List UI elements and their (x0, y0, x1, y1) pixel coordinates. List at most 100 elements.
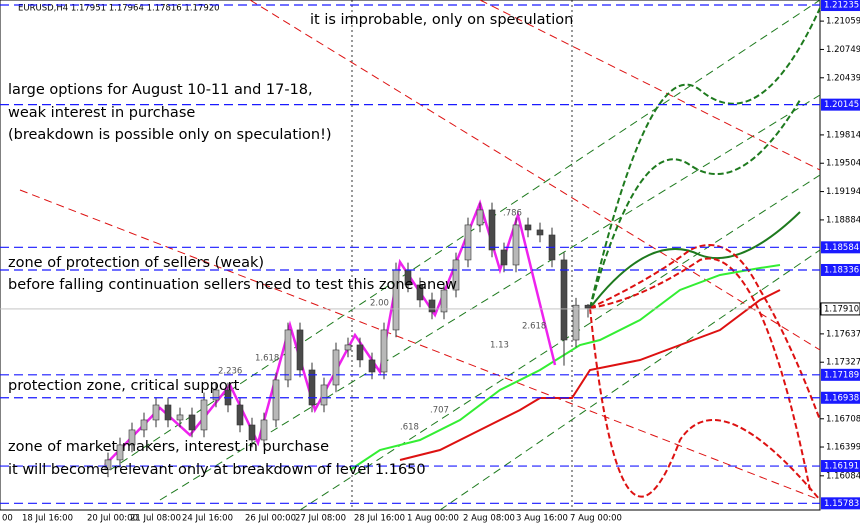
candle-body (344, 344, 352, 351)
candle-body (428, 299, 436, 313)
projection (589, 99, 801, 309)
candle-body (380, 329, 388, 373)
candle-body (356, 344, 364, 361)
fib-label: 2.236 (218, 367, 242, 377)
fib-label: .707 (430, 406, 449, 416)
annotation: zone of protection of sellers (weak) (8, 255, 264, 271)
annotation: it will become relevant only at breakdow… (8, 462, 426, 478)
fib-label: 1.618 (255, 354, 279, 364)
y-tick-label: 1.16399 (826, 443, 860, 453)
x-tick-label: 28 Jul 16:00 (354, 514, 405, 524)
projection (589, 7, 821, 309)
y-tick-label: 1.17637 (826, 329, 860, 339)
level-label: 1.16938 (824, 393, 859, 403)
candle-body (584, 304, 592, 309)
x-tick-label: 24 Jul 16:00 (182, 514, 233, 524)
candle-body (320, 384, 328, 406)
annotation: it is improbable, only on speculation (310, 12, 573, 28)
projection (589, 244, 821, 421)
x-tick-label: 27 Jul 08:00 (295, 514, 346, 524)
level-label-bg (821, 98, 860, 111)
ichimoku-line (399, 289, 781, 461)
level-label: 1.21235 (824, 1, 859, 11)
y-tick-label: 1.17327 (826, 358, 860, 368)
x-tick-label: 1 Aug 00:00 (407, 514, 459, 524)
annotation: zone of market makers, interest in purch… (8, 439, 329, 455)
level-label: 1.17189 (824, 370, 859, 380)
level-label-bg (821, 497, 860, 510)
candle-body (260, 419, 268, 441)
level-label: 1.16191 (824, 462, 859, 472)
candle-body (332, 349, 340, 386)
y-tick-label: 1.21059 (826, 17, 860, 27)
level-label: 1.15783 (824, 499, 859, 509)
y-tick-label: 1.20749 (826, 45, 860, 55)
candle-body (116, 444, 124, 461)
x-tick-label: 00 (2, 514, 13, 524)
y-tick-label: 1.16084 (826, 471, 860, 481)
fib-label: 1.13 (490, 341, 509, 351)
candle-body (464, 224, 472, 261)
candle-body (536, 229, 544, 236)
candle-body (212, 389, 220, 401)
current-price-label: 1.17910 (824, 304, 859, 314)
annotation: before falling continuation sellers need… (8, 277, 457, 293)
candle-body (128, 429, 136, 446)
candle-body (188, 414, 196, 431)
candle-body (368, 359, 376, 373)
current-price-bg (820, 302, 860, 316)
candle-body (512, 224, 520, 266)
candle-body (152, 404, 160, 421)
level-label: 1.18584 (824, 243, 859, 253)
y-tick-label: 1.19194 (826, 187, 860, 197)
annotation: (breakdown is possible only on speculati… (8, 127, 332, 143)
fib-label: .618 (400, 423, 419, 433)
candle-body (176, 414, 184, 421)
fib-label: 2.00 (370, 299, 389, 309)
x-tick-label: 2 Aug 08:00 (463, 514, 515, 524)
candle-body (284, 329, 292, 381)
chart-header: EURUSD,H4 1.17951 1.17964 1.17816 1.1792… (18, 4, 220, 14)
candle-body (308, 369, 316, 406)
x-tick-label: 7 Aug 00:00 (570, 514, 622, 524)
x-tick-label: 18 Jul 16:00 (22, 514, 73, 524)
x-tick-label: 26 Jul 00:00 (245, 514, 296, 524)
candle-body (560, 259, 568, 341)
candle-body (200, 399, 208, 431)
annotation: large options for August 10-11 and 17-18… (8, 82, 313, 98)
channel-line (249, 0, 821, 351)
candle-body (488, 209, 496, 251)
level-label-bg (821, 0, 860, 12)
x-tick-label: 21 Jul 08:00 (130, 514, 181, 524)
y-tick-label: 1.16708 (826, 414, 860, 424)
candle-body (164, 404, 172, 421)
x-tick-label: 20 Jul 00:00 (87, 514, 138, 524)
candle-body (476, 209, 484, 226)
projection (589, 211, 801, 309)
candle-body (272, 379, 280, 421)
channel-line (479, 0, 821, 171)
projection (589, 307, 821, 501)
level-label: 1.20145 (824, 100, 859, 110)
level-label-bg (821, 263, 860, 276)
candle-body (296, 329, 304, 371)
level-label-bg (821, 241, 860, 254)
annotation: protection zone, critical support (8, 378, 240, 394)
level-label-bg (821, 368, 860, 381)
candles (104, 202, 592, 478)
y-tick-label: 1.18884 (826, 215, 860, 225)
fib-label: 2.618 (522, 322, 546, 332)
candle-body (248, 424, 256, 441)
candle-body (524, 224, 532, 231)
candle-body (236, 404, 244, 426)
annotation: weak interest in purchase (8, 105, 195, 121)
level-label-bg (821, 391, 860, 404)
candle-body (500, 249, 508, 266)
candle-body (440, 289, 448, 313)
y-tick-label: 1.19504 (826, 159, 860, 169)
y-tick-label: 1.19814 (826, 130, 860, 140)
channel-line (439, 249, 821, 511)
fib-label: .786 (503, 209, 522, 219)
y-tick-label: 1.20439 (826, 73, 860, 83)
